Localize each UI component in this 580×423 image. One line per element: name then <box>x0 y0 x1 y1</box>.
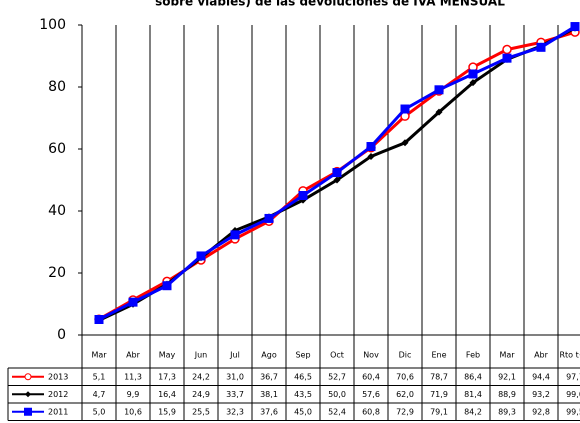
marker <box>264 213 274 223</box>
x-tick-label: Jul <box>229 351 240 360</box>
y-tick-label: 40 <box>48 203 66 219</box>
x-tick-label: Dic <box>399 351 412 360</box>
marker <box>162 281 172 291</box>
table-cell: 99,5 <box>566 407 580 416</box>
table-cell: 17,3 <box>158 372 176 381</box>
table-cell: 86,4 <box>464 372 482 381</box>
table-cell: 15,9 <box>158 407 176 416</box>
x-tick-label: Jun <box>194 351 208 360</box>
table-cell: 43,5 <box>294 390 312 399</box>
y-tick-label: 80 <box>48 79 66 95</box>
table-cell: 94,4 <box>532 372 550 381</box>
marker <box>468 69 478 79</box>
marker <box>230 230 240 240</box>
table-cell: 11,3 <box>124 372 142 381</box>
table-cell: 92,8 <box>532 407 550 416</box>
x-tick-label: Abr <box>126 351 141 360</box>
x-tick-label: Oct <box>330 351 344 360</box>
table-cell: 89,3 <box>498 407 516 416</box>
table-cell: 79,1 <box>430 407 448 416</box>
table-cell: 24,2 <box>192 372 210 381</box>
table-cell: 81,4 <box>464 390 482 399</box>
table-cell: 88,9 <box>498 390 516 399</box>
x-tick-label: Abr <box>534 351 549 360</box>
table-cell: 99,0 <box>566 390 580 399</box>
table-cell: 25,5 <box>192 407 210 416</box>
table-cell: 36,7 <box>260 372 278 381</box>
marker <box>502 44 512 55</box>
y-tick-label: 60 <box>48 141 66 157</box>
table-cell: 10,6 <box>124 407 142 416</box>
table-cell: 46,5 <box>294 372 312 381</box>
chart-title: sobre viables) de las devoluciones de IV… <box>155 0 505 9</box>
table-cell: 24,9 <box>192 390 210 399</box>
legend-label: 2012 <box>48 390 68 399</box>
table-cell: 71,9 <box>430 390 448 399</box>
x-tick-label: May <box>159 351 176 360</box>
table-cell: 92,1 <box>498 372 516 381</box>
marker <box>502 53 512 63</box>
table-cell: 93,2 <box>532 390 550 399</box>
legend-marker <box>24 407 32 416</box>
table-cell: 50,0 <box>328 390 346 399</box>
table-cell: 78,7 <box>430 372 448 381</box>
x-tick-label: Sep <box>295 351 310 360</box>
marker <box>536 42 546 52</box>
table-cell: 5,1 <box>93 372 106 381</box>
table-cell: 62,0 <box>396 390 414 399</box>
table-cell: 57,6 <box>362 390 380 399</box>
table-cell: 45,0 <box>294 407 312 416</box>
marker <box>401 139 409 147</box>
table-cell: 97,7 <box>566 372 580 381</box>
table-cell: 37,6 <box>260 407 278 416</box>
table-cell: 60,4 <box>362 372 380 381</box>
table-cell: 5,0 <box>93 407 106 416</box>
marker <box>298 191 308 200</box>
y-tick-label: 20 <box>48 265 66 281</box>
table-cell: 70,6 <box>396 372 414 381</box>
table-cell: 31,0 <box>226 372 244 381</box>
marker <box>367 152 375 160</box>
marker <box>333 176 341 184</box>
marker <box>469 79 477 87</box>
x-tick-label: Mar <box>499 351 515 360</box>
table-cell: 38,1 <box>260 390 278 399</box>
marker <box>332 168 342 178</box>
table-cell: 72,9 <box>396 407 414 416</box>
table-cell: 33,7 <box>226 390 244 399</box>
table-cell: 60,8 <box>362 407 380 416</box>
y-tick-label: 100 <box>39 17 66 33</box>
x-tick-label: Nov <box>363 351 379 360</box>
legend-marker <box>24 373 32 381</box>
marker <box>435 108 443 116</box>
marker <box>570 22 580 32</box>
legend-label: 2011 <box>48 407 68 416</box>
table-cell: 9,9 <box>127 390 140 399</box>
marker <box>366 142 376 152</box>
x-tick-label: Ene <box>431 351 446 360</box>
marker <box>94 315 104 324</box>
marker <box>400 104 410 114</box>
table-cell: 52,7 <box>328 372 346 381</box>
table-cell: 4,7 <box>93 390 106 399</box>
marker <box>196 251 206 261</box>
table-cell: 32,3 <box>226 407 244 416</box>
x-tick-label: Mar <box>91 351 107 360</box>
table-cell: 52,4 <box>328 407 346 416</box>
legend-label: 2013 <box>48 372 68 381</box>
legend-marker <box>25 391 31 398</box>
marker <box>434 85 444 95</box>
x-tick-label: Feb <box>466 351 480 360</box>
marker <box>128 297 138 307</box>
table-cell: 16,4 <box>158 390 176 399</box>
y-tick-label: 0 <box>57 327 66 343</box>
table-cell: 84,2 <box>464 407 482 416</box>
x-tick-label: Rto t+1 <box>559 351 580 360</box>
x-tick-label: Ago <box>261 351 277 360</box>
